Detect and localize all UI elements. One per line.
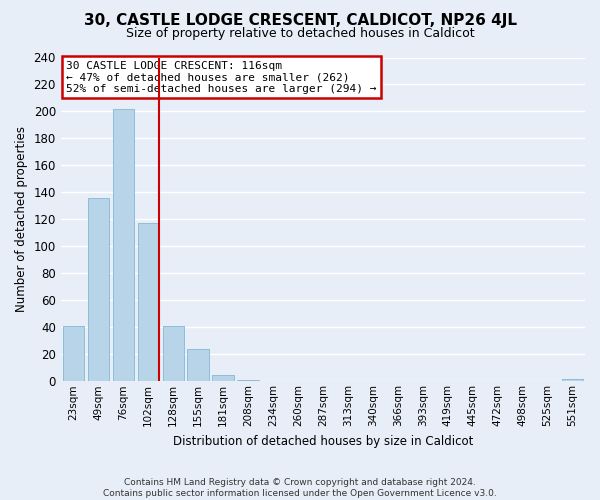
Bar [238,380,259,382]
Bar [88,198,109,382]
Bar [187,349,209,382]
Text: Size of property relative to detached houses in Caldicot: Size of property relative to detached ho… [125,28,475,40]
Text: 30, CASTLE LODGE CRESCENT, CALDICOT, NP26 4JL: 30, CASTLE LODGE CRESCENT, CALDICOT, NP2… [83,12,517,28]
Bar [62,326,84,382]
Bar [562,378,583,382]
X-axis label: Distribution of detached houses by size in Caldicot: Distribution of detached houses by size … [173,434,473,448]
Bar [163,326,184,382]
Text: 30 CASTLE LODGE CRESCENT: 116sqm
← 47% of detached houses are smaller (262)
52% : 30 CASTLE LODGE CRESCENT: 116sqm ← 47% o… [66,60,377,94]
Bar [113,109,134,382]
Bar [137,224,159,382]
Bar [212,374,233,382]
Text: Contains HM Land Registry data © Crown copyright and database right 2024.
Contai: Contains HM Land Registry data © Crown c… [103,478,497,498]
Y-axis label: Number of detached properties: Number of detached properties [15,126,28,312]
